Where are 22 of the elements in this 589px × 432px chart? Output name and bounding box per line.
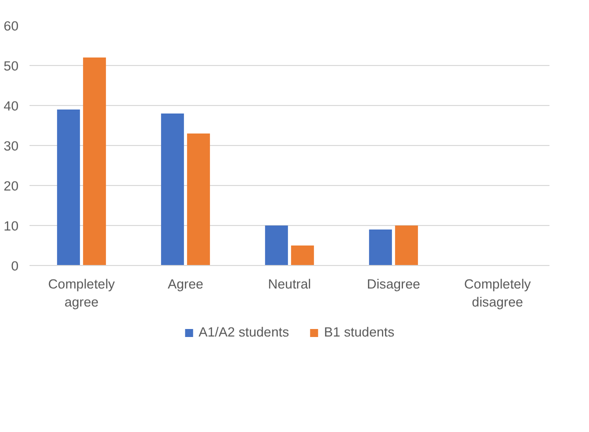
y-tick-label: 60 [4,18,19,34]
bar [395,226,418,266]
x-tick-label: Agree [168,276,204,292]
bar [83,58,106,266]
bar [57,110,80,266]
legend-label: B1 students [324,324,394,340]
x-tick-label: Completely disagree [464,276,532,310]
y-tick-label: 0 [11,258,19,274]
bar [369,230,392,266]
x-tick-label: Completely agree [48,276,116,310]
y-tick-label: 10 [4,218,19,234]
y-tick-label: 40 [4,98,19,114]
x-tick-label: Disagree [366,276,420,292]
x-tick-label: Neutral [268,276,312,292]
bar [265,226,288,266]
y-tick-label: 50 [4,58,19,74]
y-tick-label: 30 [4,138,19,154]
bar [161,114,184,266]
bar [187,134,210,266]
bar [291,246,314,266]
legend-label: A1/A2 students [198,324,290,340]
y-tick-label: 20 [4,178,19,194]
